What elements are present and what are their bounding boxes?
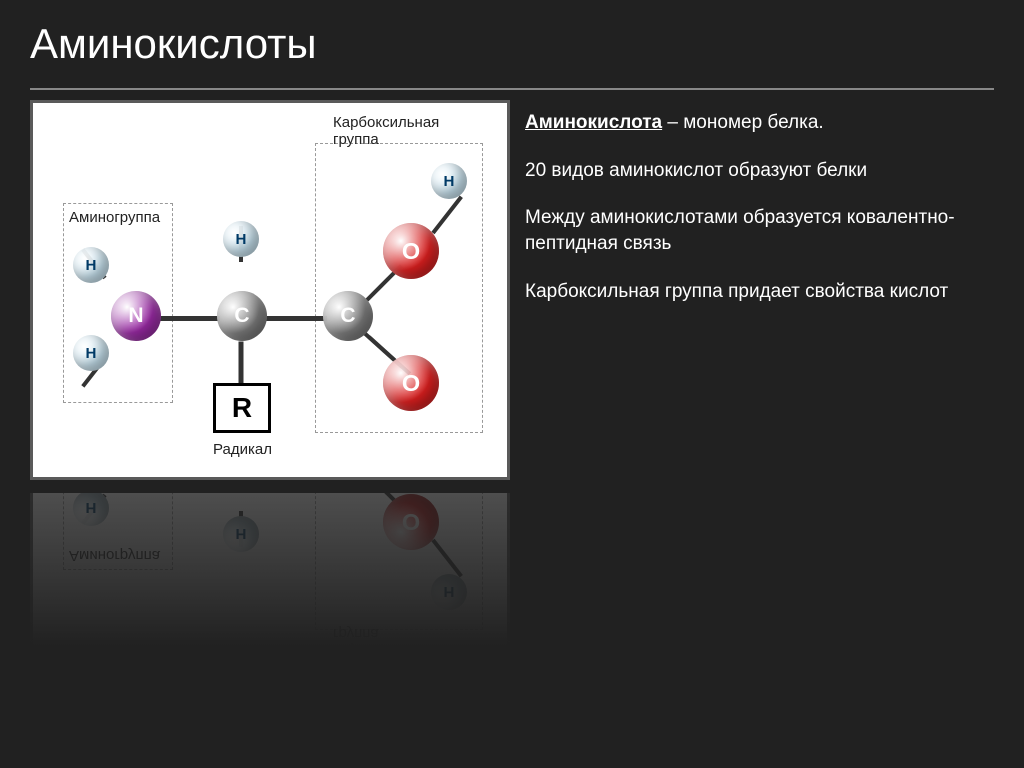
page-title: Аминокислоты: [30, 20, 994, 68]
bond: [158, 316, 220, 321]
radical-box: R: [213, 383, 271, 433]
line-3: Между аминокислотами образуется ковалент…: [525, 205, 984, 256]
text-column: Аминокислота – мономер белка. 20 видов а…: [520, 100, 994, 480]
title-underline: [30, 88, 994, 90]
line-4: Карбоксильная группа придает свойства ки…: [525, 279, 984, 305]
atom-n-icon: N: [111, 291, 161, 341]
bond: [265, 316, 327, 321]
atom-h-icon: H: [73, 335, 109, 371]
line-2: 20 видов аминокислот образуют белки: [525, 158, 984, 184]
content-row: АминогруппаКарбоксильная группаРадикалNH…: [30, 100, 994, 480]
radical-label: Радикал: [213, 441, 272, 458]
definition-rest: – мономер белка.: [662, 112, 824, 133]
atom-h-icon: H: [73, 247, 109, 283]
amino-label: Аминогруппа: [69, 209, 160, 226]
reflection-fade: [30, 493, 510, 673]
atom-o-icon: O: [383, 223, 439, 279]
term: Аминокислота: [525, 112, 662, 133]
atom-h-icon: H: [431, 163, 467, 199]
definition-line: Аминокислота – мономер белка.: [525, 110, 984, 136]
carboxyl-label: Карбоксильная группа: [333, 115, 473, 148]
atom-c-icon: C: [323, 291, 373, 341]
atom-o-icon: O: [383, 355, 439, 411]
molecule-diagram: АминогруппаКарбоксильная группаРадикалNH…: [30, 100, 510, 480]
atom-c-icon: C: [217, 291, 267, 341]
atom-h-icon: H: [223, 221, 259, 257]
